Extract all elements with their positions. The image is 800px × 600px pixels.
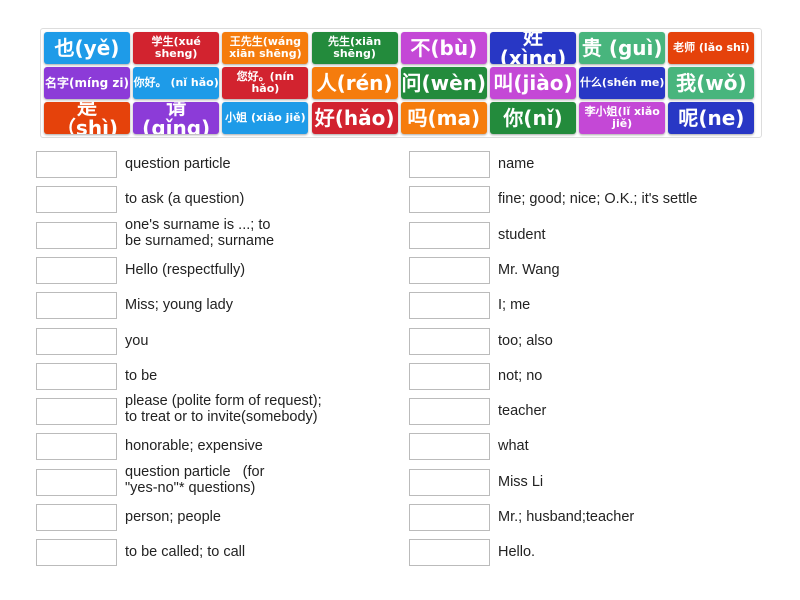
definition-text: question particle (for "yes-no"* questio… (125, 463, 265, 496)
word-tile[interactable]: 小姐 (xiǎo jiě) (222, 102, 309, 134)
drop-slot[interactable] (409, 433, 490, 461)
definition-text: you (125, 332, 149, 349)
drop-slot[interactable] (36, 186, 117, 214)
word-tile[interactable]: 不(bù) (400, 32, 487, 64)
drop-slot[interactable] (409, 504, 490, 531)
drop-slot[interactable] (36, 504, 117, 531)
word-tile[interactable]: 叫(jiào) (490, 67, 576, 99)
drop-slot[interactable] (36, 151, 117, 178)
drop-slot[interactable] (36, 398, 117, 426)
definition-text: Hello (respectfully) (125, 261, 246, 278)
definition-text: name (498, 156, 535, 172)
definition-text: too; also (498, 332, 553, 349)
word-tile[interactable]: 也(yě) (44, 32, 130, 64)
drop-slot[interactable] (36, 362, 117, 390)
drop-slot[interactable] (36, 327, 117, 355)
word-tile[interactable]: 王先生(wáng xiān shēng) (222, 32, 309, 64)
drop-slot[interactable] (36, 256, 117, 284)
definition-text: Hello. (498, 544, 536, 561)
definition-text: please (polite form of request); to trea… (125, 393, 322, 426)
drop-slot[interactable] (409, 186, 490, 214)
definition-text: to be called; to call (125, 544, 246, 561)
drop-slot[interactable] (409, 398, 490, 426)
word-tile[interactable]: 好(hǎo) (311, 102, 398, 134)
definition-text: one's surname is ...; to be surnamed; su… (125, 216, 275, 249)
definition-text: teacher (498, 403, 547, 420)
drop-slot[interactable] (36, 292, 117, 320)
definition-text: I; me (498, 297, 531, 314)
definition-text: honorable; expensive (125, 438, 263, 455)
drop-slot[interactable] (36, 468, 117, 496)
drop-slot[interactable] (409, 292, 490, 320)
word-tile[interactable]: 贵 (guì) (579, 32, 666, 64)
word-tile[interactable]: 你好。 (nǐ hǎo) (133, 67, 220, 99)
word-tile[interactable]: 呢(ne) (668, 102, 755, 134)
word-tile[interactable]: 什么(shén me) (579, 67, 666, 99)
definition-text: student (498, 226, 546, 243)
definition-text: not; no (498, 367, 543, 384)
drop-slot[interactable] (409, 327, 490, 355)
word-tile[interactable]: 你(nǐ) (490, 102, 576, 134)
drop-slot[interactable] (409, 151, 490, 178)
definition-text: question particle (125, 156, 231, 172)
word-tile[interactable]: 老师 (lǎo shī) (668, 32, 755, 64)
word-tile[interactable]: 李小姐(lǐ xiǎo jiě) (579, 102, 666, 134)
drop-slot[interactable] (409, 256, 490, 284)
word-bank: 也(yě) 学生(xué sheng) 王先生(wáng xiān shēng) 先生… (40, 28, 762, 138)
drop-slot[interactable] (36, 539, 117, 567)
word-tile[interactable]: 问(wèn) (400, 67, 487, 99)
word-tile[interactable]: 名字(míng zi) (44, 67, 130, 99)
drop-slot[interactable] (409, 539, 490, 567)
word-tile[interactable]: 姓(xìng) (490, 32, 576, 64)
definition-text: to be (125, 367, 158, 384)
definition-text: to ask (a question) (125, 191, 245, 208)
word-tile[interactable]: 是 （shì) (44, 102, 130, 134)
definition-text: person; people (125, 509, 221, 525)
drop-slot[interactable] (409, 221, 490, 249)
definition-text: what (498, 438, 529, 455)
drop-slot[interactable] (409, 362, 490, 390)
drop-slot[interactable] (36, 221, 117, 249)
word-tile[interactable]: 吗(ma) (400, 102, 487, 134)
definition-text: Mr. Wang (498, 261, 560, 278)
definition-text: Mr.; husband;teacher (498, 509, 635, 525)
word-tile[interactable]: 人(rén) (311, 67, 398, 99)
word-tile[interactable]: 先生(xiān shēng) (311, 32, 398, 64)
definition-text: Miss; young lady (125, 297, 233, 314)
word-tile[interactable]: 我(wǒ) (668, 67, 755, 99)
word-tile[interactable]: 请(qǐng) (133, 102, 220, 134)
word-tile[interactable]: 您好。(nín hǎo) (222, 67, 309, 99)
drop-slot[interactable] (36, 433, 117, 461)
drop-slot[interactable] (409, 468, 490, 496)
definition-text: Miss Li (498, 473, 544, 490)
definition-text: fine; good; nice; O.K.; it's settle (498, 191, 698, 208)
word-tile[interactable]: 学生(xué sheng) (133, 32, 220, 64)
